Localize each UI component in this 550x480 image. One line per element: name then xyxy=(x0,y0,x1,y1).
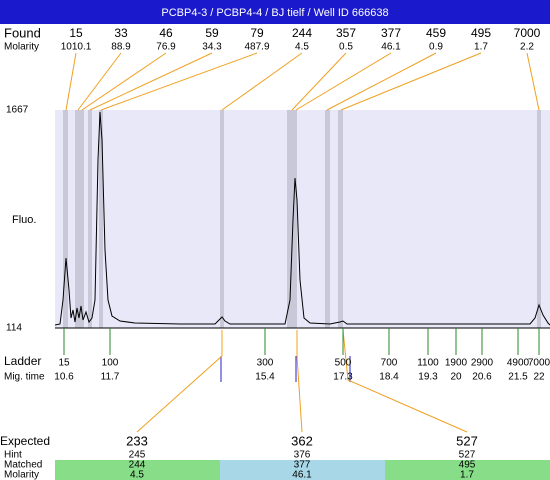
expected-link xyxy=(342,329,468,433)
matched-value: 244 xyxy=(129,460,146,471)
expected-size: 233 xyxy=(126,433,148,448)
found-link xyxy=(291,52,347,111)
peak-band xyxy=(325,110,330,328)
found-size: 244 xyxy=(292,26,312,40)
ladder-size: 1900 xyxy=(445,358,468,369)
peak-band xyxy=(63,110,68,328)
found-molarity: 0.9 xyxy=(429,42,443,53)
found-molarity: 1010.1 xyxy=(61,42,92,53)
found-link xyxy=(100,52,258,111)
found-size: 7000 xyxy=(514,26,541,40)
found-link xyxy=(81,52,167,111)
found-link xyxy=(89,52,213,111)
expected-label: Expected xyxy=(0,434,50,448)
peak-band xyxy=(220,110,224,328)
found-molarity: 2.2 xyxy=(520,42,534,53)
title: PCBP4-3 / PCBP4-4 / BJ tielf / Well ID 6… xyxy=(161,7,388,19)
ladder-size: 1100 xyxy=(417,358,439,369)
found-link xyxy=(77,52,122,111)
found-size: 377 xyxy=(381,26,401,40)
ladder-time: 17.3 xyxy=(333,372,353,383)
ladder-time: 15.4 xyxy=(255,372,275,383)
peak-band xyxy=(338,110,343,328)
found-link xyxy=(65,52,77,111)
found-link xyxy=(221,52,303,111)
matched-value: 377 xyxy=(294,460,311,471)
found-molarity: 46.1 xyxy=(381,42,401,53)
molarity-value: 46.1 xyxy=(292,470,312,480)
found-size: 79 xyxy=(250,26,264,40)
peak-band xyxy=(75,110,84,328)
found-size: 357 xyxy=(336,26,356,40)
ladder-size: 7000 xyxy=(528,358,550,369)
ladder-label: Ladder xyxy=(4,354,41,368)
found-label: Found xyxy=(4,25,41,40)
trace xyxy=(54,111,550,326)
ladder-size: 500 xyxy=(335,358,352,369)
ladder-time: 18.4 xyxy=(379,372,399,383)
ladder-time: 11.7 xyxy=(101,372,120,383)
found-size: 59 xyxy=(205,26,219,40)
matched-label: Matched xyxy=(4,460,42,471)
peak-band xyxy=(88,110,92,328)
found-molarity: 0.5 xyxy=(339,42,353,53)
found-size: 33 xyxy=(114,26,128,40)
peak-band xyxy=(537,110,541,328)
molarity-label: Molarity xyxy=(4,470,39,480)
ladder-size: 4900 xyxy=(507,358,530,369)
found-link xyxy=(526,52,540,111)
expected-size: 362 xyxy=(291,433,313,448)
ladder-time-label: Mig. time xyxy=(4,372,45,383)
ladder-time: 19.3 xyxy=(418,372,438,383)
title-bar xyxy=(0,0,550,24)
y-bottom-label: 114 xyxy=(6,323,22,334)
hint-value: 376 xyxy=(294,450,311,461)
expected-link xyxy=(296,330,303,433)
found-size: 459 xyxy=(426,26,446,40)
peak-band xyxy=(99,110,103,328)
found-size: 495 xyxy=(471,26,491,40)
found-molarity-label: Molarity xyxy=(4,42,39,53)
found-molarity: 88.9 xyxy=(111,42,131,53)
hint-value: 527 xyxy=(459,450,476,461)
molarity-value: 4.5 xyxy=(130,470,144,480)
ladder-time: 10.6 xyxy=(54,372,74,383)
ladder-time: 20.6 xyxy=(472,372,492,383)
ladder-time: 22 xyxy=(533,372,545,383)
ladder-size: 700 xyxy=(381,358,398,369)
y-axis-label: Fluo. xyxy=(12,214,36,226)
ladder-size: 300 xyxy=(257,358,274,369)
found-link xyxy=(295,52,392,111)
y-top-label: 1667 xyxy=(6,105,29,116)
found-size: 46 xyxy=(159,26,173,40)
found-molarity: 34.3 xyxy=(202,42,222,53)
ladder-size: 2900 xyxy=(471,358,494,369)
ladder-time: 21.5 xyxy=(508,372,528,383)
found-link xyxy=(340,52,482,111)
hint-value: 245 xyxy=(129,450,146,461)
ladder-size: 15 xyxy=(58,358,70,369)
expected-size: 527 xyxy=(456,433,478,448)
found-link xyxy=(326,52,437,111)
ladder-size: 100 xyxy=(102,358,119,369)
found-molarity: 1.7 xyxy=(474,42,488,53)
molarity-value: 1.7 xyxy=(460,470,474,480)
peak-band xyxy=(287,110,297,328)
matched-value: 495 xyxy=(459,460,476,471)
matched-cell xyxy=(220,460,385,480)
found-molarity: 76.9 xyxy=(156,42,176,53)
plot-area xyxy=(55,110,550,328)
found-size: 15 xyxy=(69,26,83,40)
found-molarity: 4.5 xyxy=(295,42,309,53)
expected-link xyxy=(136,330,223,433)
matched-cell xyxy=(55,460,220,480)
ladder-time: 20 xyxy=(450,372,462,383)
found-molarity: 487.9 xyxy=(244,42,269,53)
matched-cell xyxy=(385,460,550,480)
peak-bands xyxy=(63,110,541,328)
hint-label: Hint xyxy=(4,450,22,461)
